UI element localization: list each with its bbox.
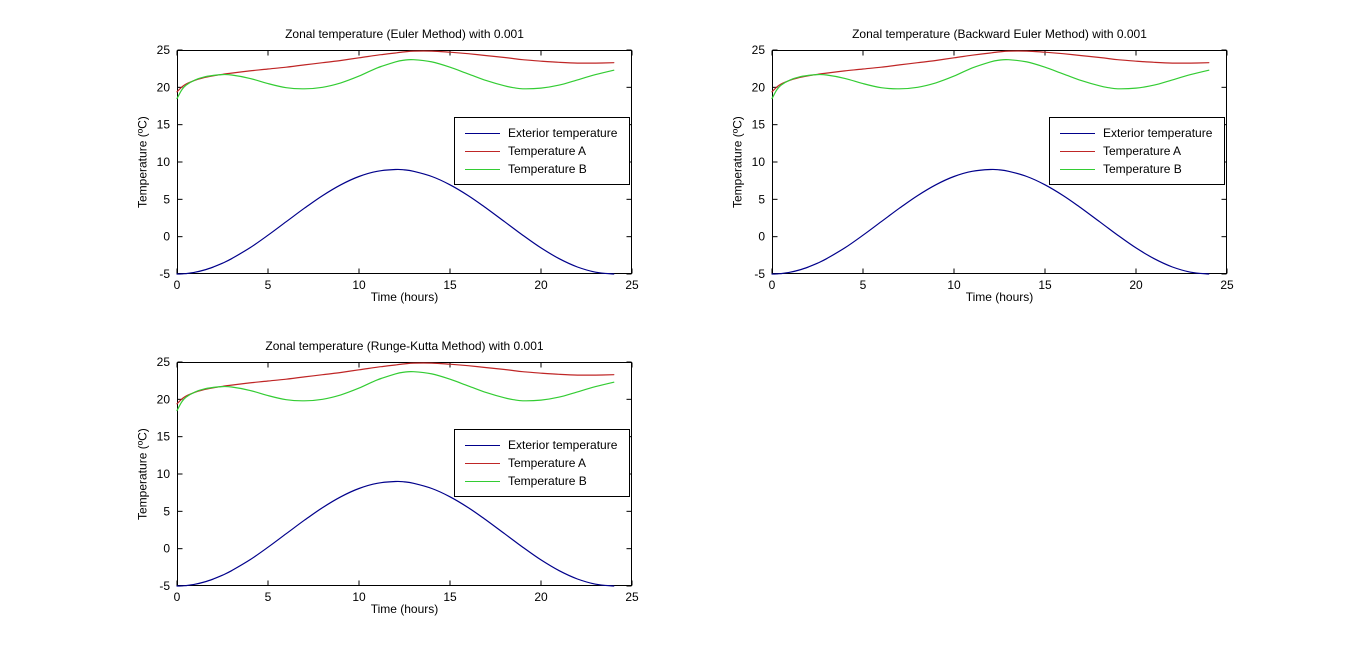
svg-text:20: 20	[752, 80, 766, 94]
svg-text:20: 20	[157, 80, 171, 94]
x-axis-label: Time (hours)	[370, 602, 439, 616]
legend-label: Exterior temperature	[508, 126, 618, 140]
x-axis-label: Time (hours)	[965, 290, 1034, 304]
plot-title: Zonal temperature (Runge-Kutta Method) w…	[265, 339, 544, 353]
legend: Exterior temperature Temperature A Tempe…	[454, 429, 630, 497]
legend-label: Temperature A	[1103, 144, 1182, 158]
y-axis-label: Temperature (ºC)	[135, 116, 150, 208]
svg-text:25: 25	[157, 355, 171, 369]
plot-title: Zonal temperature (Euler Method) with 0.…	[285, 27, 524, 41]
legend-line-temperature-a	[1060, 150, 1095, 152]
svg-text:0: 0	[769, 278, 776, 292]
axes-backward-euler: 0 5 10 15 20 25 -5 0 5 10 15 20 25	[752, 43, 1234, 292]
svg-text:25: 25	[625, 590, 639, 604]
svg-text:10: 10	[352, 590, 366, 604]
legend-item: Temperature B	[465, 160, 629, 178]
plot-title: Zonal temperature (Backward Euler Method…	[852, 27, 1147, 41]
svg-text:5: 5	[758, 192, 765, 206]
svg-text:0: 0	[174, 278, 181, 292]
legend-label: Temperature A	[508, 144, 587, 158]
legend-label: Temperature B	[1103, 162, 1182, 176]
axes-runge-kutta: 0 5 10 15 20 25 -5 0 5 10 15 20 25	[157, 355, 639, 604]
svg-text:0: 0	[163, 542, 170, 556]
svg-text:5: 5	[265, 278, 272, 292]
legend-item: Temperature A	[465, 454, 629, 472]
legend-item: Exterior temperature	[1060, 124, 1224, 142]
subplot-euler: Zonal temperature (Euler Method) with 0.…	[136, 27, 639, 304]
legend-label: Temperature B	[508, 162, 587, 176]
legend-line-temperature-b	[1060, 168, 1095, 170]
legend-line-temperature-a	[465, 150, 500, 152]
svg-text:15: 15	[752, 118, 766, 132]
legend-line-exterior-temperature	[465, 444, 500, 446]
svg-text:15: 15	[157, 118, 171, 132]
legend: Exterior temperature Temperature A Tempe…	[454, 117, 630, 185]
svg-text:-5: -5	[159, 579, 170, 593]
svg-text:5: 5	[163, 504, 170, 518]
legend-label: Temperature A	[508, 456, 587, 470]
svg-text:15: 15	[443, 590, 457, 604]
svg-text:15: 15	[1038, 278, 1052, 292]
svg-text:0: 0	[758, 230, 765, 244]
svg-text:25: 25	[625, 278, 639, 292]
svg-text:15: 15	[157, 430, 171, 444]
svg-text:5: 5	[860, 278, 867, 292]
svg-text:25: 25	[752, 43, 766, 57]
y-axis-label: Temperature (ºC)	[135, 428, 150, 520]
svg-text:0: 0	[174, 590, 181, 604]
x-axis-label: Time (hours)	[370, 290, 439, 304]
svg-text:10: 10	[157, 467, 171, 481]
y-axis-label: Temperature (ºC)	[730, 116, 745, 208]
svg-text:-5: -5	[159, 267, 170, 281]
svg-text:20: 20	[534, 278, 548, 292]
svg-text:20: 20	[534, 590, 548, 604]
svg-text:25: 25	[157, 43, 171, 57]
svg-text:10: 10	[947, 278, 961, 292]
legend-item: Exterior temperature	[465, 124, 629, 142]
svg-text:20: 20	[157, 392, 171, 406]
subplot-runge-kutta: Zonal temperature (Runge-Kutta Method) w…	[136, 339, 639, 616]
svg-text:-5: -5	[754, 267, 765, 281]
legend-label: Temperature B	[508, 474, 587, 488]
legend-item: Temperature A	[465, 142, 629, 160]
svg-text:15: 15	[443, 278, 457, 292]
svg-text:5: 5	[265, 590, 272, 604]
legend: Exterior temperature Temperature A Tempe…	[1049, 117, 1225, 185]
svg-text:0: 0	[163, 230, 170, 244]
legend-item: Temperature A	[1060, 142, 1224, 160]
legend-item: Exterior temperature	[465, 436, 629, 454]
svg-text:10: 10	[352, 278, 366, 292]
legend-item: Temperature B	[1060, 160, 1224, 178]
svg-text:10: 10	[752, 155, 766, 169]
legend-label: Exterior temperature	[508, 438, 618, 452]
legend-line-temperature-a	[465, 462, 500, 464]
svg-text:25: 25	[1220, 278, 1234, 292]
legend-line-exterior-temperature	[465, 132, 500, 134]
legend-line-temperature-b	[465, 168, 500, 170]
svg-text:10: 10	[157, 155, 171, 169]
legend-label: Exterior temperature	[1103, 126, 1213, 140]
svg-text:5: 5	[163, 192, 170, 206]
legend-line-temperature-b	[465, 480, 500, 482]
legend-item: Temperature B	[465, 472, 629, 490]
subplot-backward-euler: Zonal temperature (Backward Euler Method…	[731, 27, 1234, 304]
axes-euler: 0 5 10 15 20 25 -5 0 5 10 15 20 25	[157, 43, 639, 292]
legend-line-exterior-temperature	[1060, 132, 1095, 134]
svg-text:20: 20	[1129, 278, 1143, 292]
